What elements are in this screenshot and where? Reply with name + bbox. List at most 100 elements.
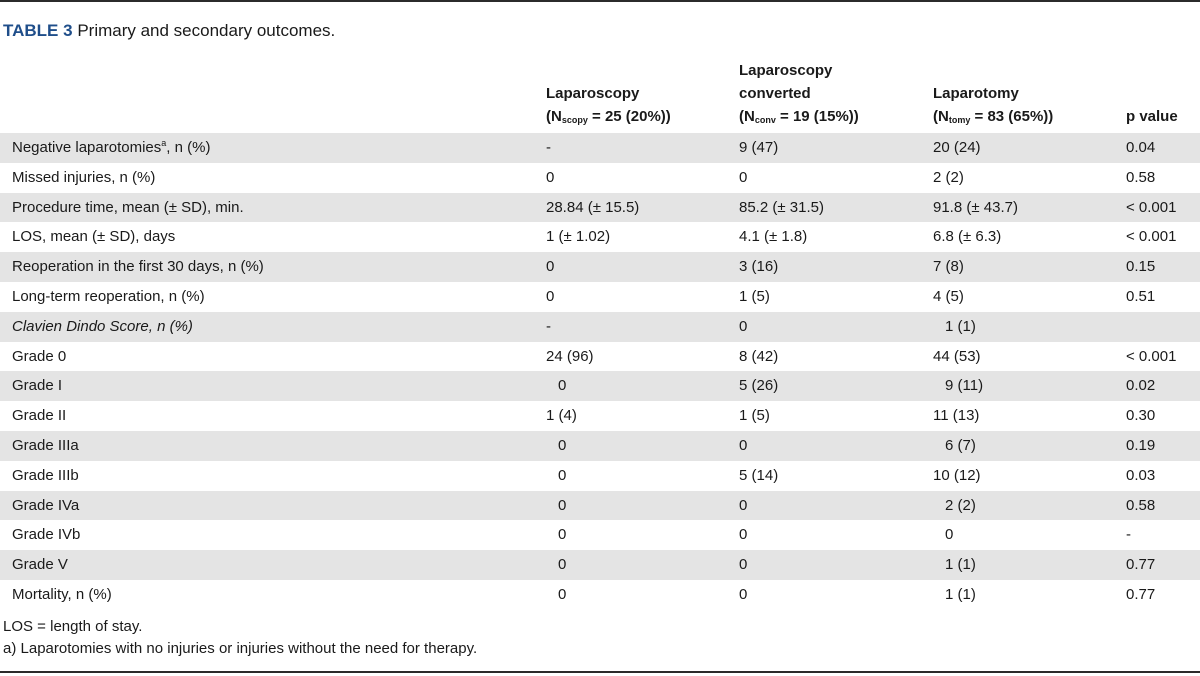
- row-label: Grade IIIa: [12, 436, 79, 454]
- cell-laparotomy: 7 (8): [933, 258, 964, 276]
- cell-laparotomy: 91.8 (± 43.7): [933, 198, 1018, 216]
- cell-laparoscopy: 0: [558, 436, 567, 454]
- cell-converted: 3 (16): [739, 258, 779, 276]
- row-label: Clavien Dindo Score, n (%): [12, 317, 193, 335]
- cell-p-value: 0.30: [1126, 407, 1156, 425]
- cell-p-value: 0.15: [1126, 258, 1156, 276]
- cell-laparoscopy: 1 (4): [546, 407, 577, 425]
- cell-laparoscopy: 0: [558, 496, 567, 514]
- cell-p-value: 0.58: [1126, 496, 1156, 514]
- cell-laparotomy: 1 (1): [945, 556, 976, 574]
- cell-p-value: -: [1126, 526, 1131, 544]
- cell-laparoscopy: 0: [558, 526, 567, 544]
- cell-laparoscopy: 28.84 (± 15.5): [546, 198, 640, 216]
- cell-converted: 0: [739, 556, 748, 574]
- cell-p-value: < 0.001: [1126, 198, 1177, 216]
- header-laparoscopy-name: Laparoscopy: [546, 85, 640, 102]
- header-laparotomy: Laparotomy (Ntomy = 83 (65%)): [933, 82, 1053, 128]
- header-converted: Laparoscopy converted (Nconv = 19 (15%)): [739, 59, 859, 128]
- cell-converted: 0: [739, 168, 748, 186]
- cell-laparotomy: 6.8 (± 6.3): [933, 228, 1002, 246]
- cell-p-value: 0.03: [1126, 466, 1156, 484]
- cell-laparoscopy: 24 (96): [546, 347, 594, 365]
- row-label: Missed injuries, n (%): [12, 168, 156, 186]
- cell-converted: 0: [739, 317, 748, 335]
- row-label: Grade II: [12, 407, 67, 425]
- cell-laparotomy: 6 (7): [945, 436, 976, 454]
- footnote-los: LOS = length of stay.: [3, 618, 143, 635]
- cell-laparotomy: 1 (1): [945, 585, 976, 603]
- cell-converted: 1 (5): [739, 287, 770, 305]
- table-row: Grade IVa 0 0 2 (2) 0.58: [0, 490, 1200, 521]
- cell-p-value: 0.58: [1126, 168, 1156, 186]
- cell-converted: 1 (5): [739, 407, 770, 425]
- row-label: Grade I: [12, 377, 63, 395]
- table-row: Grade 0 24 (96) 8 (42) 44 (53) < 0.001: [0, 341, 1200, 372]
- cell-laparoscopy: 0: [558, 585, 567, 603]
- cell-converted: 4.1 (± 1.8): [739, 228, 808, 246]
- cell-p-value: 0.19: [1126, 436, 1156, 454]
- row-label: Procedure time, mean (± SD), min.: [12, 198, 244, 216]
- cell-converted: 0: [739, 436, 748, 454]
- header-p-value: p value: [1126, 105, 1178, 128]
- bottom-rule: [0, 671, 1200, 673]
- cell-p-value: 0.77: [1126, 585, 1156, 603]
- cell-laparoscopy: -: [546, 317, 551, 335]
- table-row: Grade V 0 0 1 (1) 0.77: [0, 550, 1200, 580]
- cell-p-value: < 0.001: [1126, 228, 1177, 246]
- cell-p-value: 0.77: [1126, 556, 1156, 574]
- footnote-a: a) Laparotomies with no injuries or inju…: [3, 640, 478, 657]
- cell-converted: 5 (26): [739, 377, 779, 395]
- top-rule: [0, 0, 1200, 2]
- header-laparoscopy-count: (Nscopy = 25 (20%)): [546, 108, 671, 125]
- header-laparotomy-name: Laparotomy: [933, 85, 1019, 102]
- table-footnotes: LOS = length of stay. a) Laparotomies wi…: [3, 616, 477, 660]
- table-number: TABLE 3: [3, 21, 73, 40]
- cell-laparotomy: 11 (13): [933, 407, 980, 425]
- cell-laparoscopy: 0: [546, 287, 555, 305]
- row-label: LOS, mean (± SD), days: [12, 228, 176, 246]
- row-label: Grade IVa: [12, 496, 80, 514]
- table-row: Missed injuries, n (%) 0 0 2 (2) 0.58: [0, 162, 1200, 193]
- table-row: Grade I 0 5 (26) 9 (11) 0.02: [0, 371, 1200, 402]
- row-label: Negative laparotomiesa, n (%): [12, 138, 211, 157]
- table-title: Primary and secondary outcomes.: [77, 21, 336, 40]
- table-row: Grade IVb 0 0 0 -: [0, 520, 1200, 551]
- table-caption: TABLE 3 Primary and secondary outcomes.: [3, 20, 335, 42]
- table-row: Grade IIIb 0 5 (14) 10 (12) 0.03: [0, 460, 1200, 491]
- table-row: Long-term reoperation, n (%) 0 1 (5) 4 (…: [0, 281, 1200, 312]
- row-label: Grade 0: [12, 347, 67, 365]
- header-laparotomy-count: (Ntomy = 83 (65%)): [933, 108, 1054, 125]
- cell-converted: 8 (42): [739, 347, 779, 365]
- cell-converted: 0: [739, 585, 748, 603]
- cell-laparotomy: 2 (2): [933, 168, 964, 186]
- table-row: Grade IIIa 0 0 6 (7) 0.19: [0, 430, 1200, 461]
- cell-laparotomy: 44 (53): [933, 347, 981, 365]
- row-label: Reoperation in the first 30 days, n (%): [12, 258, 264, 276]
- cell-laparoscopy: 0: [558, 556, 567, 574]
- cell-laparotomy: 1 (1): [945, 317, 976, 335]
- table-row: Mortality, n (%) 0 0 1 (1) 0.77: [0, 579, 1200, 610]
- cell-laparoscopy: 1 (± 1.02): [546, 228, 611, 246]
- cell-laparotomy: 4 (5): [933, 287, 964, 305]
- table-row: Reoperation in the first 30 days, n (%) …: [0, 252, 1200, 282]
- cell-p-value: 0.04: [1126, 139, 1156, 156]
- table-row: Procedure time, mean (± SD), min. 28.84 …: [0, 192, 1200, 223]
- cell-laparotomy: 20 (24): [933, 139, 981, 156]
- row-label: Grade V: [12, 556, 68, 574]
- row-label: Grade IVb: [12, 526, 81, 544]
- cell-laparotomy: 2 (2): [945, 496, 976, 514]
- cell-p-value: 0.02: [1126, 377, 1156, 395]
- header-converted-name-2: converted: [739, 85, 811, 102]
- cell-laparotomy: 9 (11): [945, 377, 984, 395]
- table-row: LOS, mean (± SD), days 1 (± 1.02) 4.1 (±…: [0, 222, 1200, 253]
- cell-p-value: 0.51: [1126, 287, 1156, 305]
- header-laparoscopy: Laparoscopy (Nscopy = 25 (20%)): [546, 82, 671, 128]
- row-label: Long-term reoperation, n (%): [12, 287, 205, 305]
- cell-laparoscopy: 0: [558, 377, 567, 395]
- header-converted-count: (Nconv = 19 (15%)): [739, 108, 859, 125]
- cell-laparotomy: 10 (12): [933, 466, 981, 484]
- cell-converted: 5 (14): [739, 466, 779, 484]
- cell-laparoscopy: 0: [546, 258, 555, 276]
- table-row: Negative laparotomiesa, n (%) - 9 (47) 2…: [0, 133, 1200, 163]
